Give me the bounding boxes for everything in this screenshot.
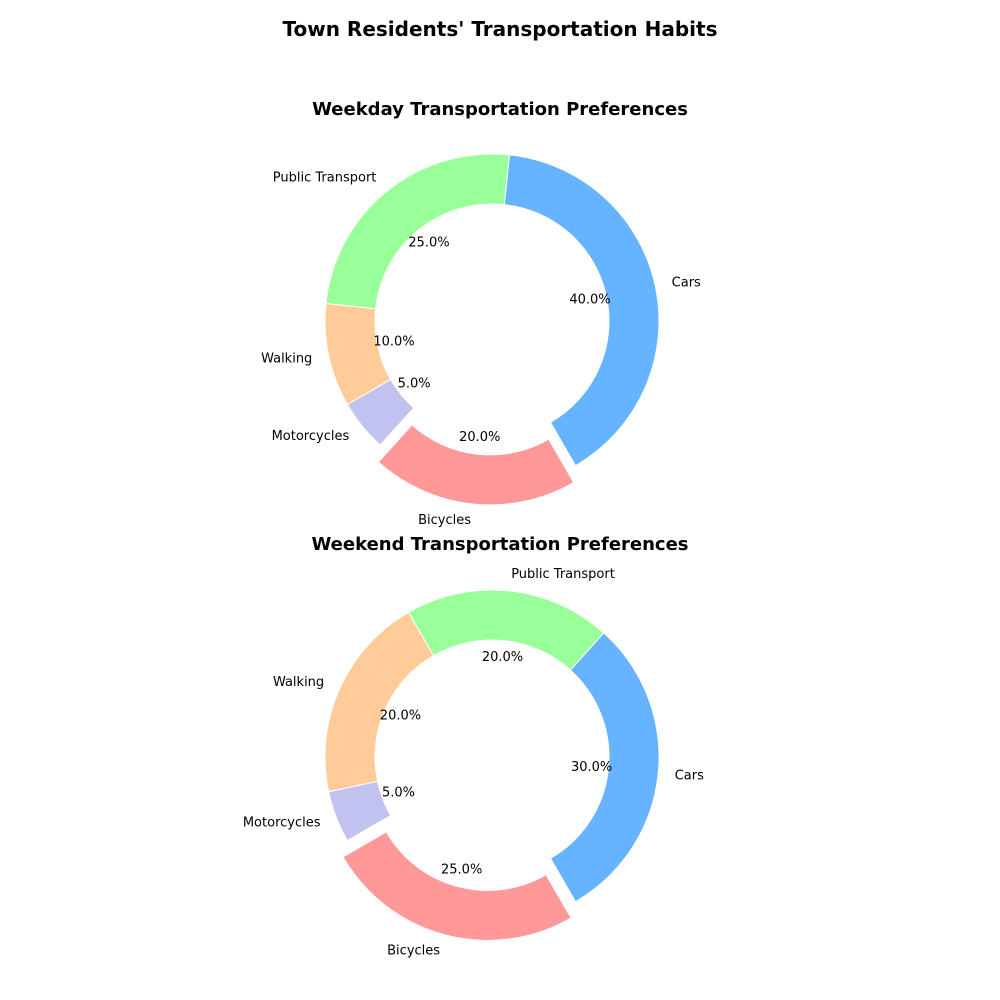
weekday-chart: Weekday Transportation Preferences Cars 4…: [261, 99, 701, 528]
weekend-slice-cars: [549, 632, 660, 903]
weekend-slice-walking: [324, 611, 435, 793]
weekend-pct-bicycles: 25.0%: [441, 863, 482, 878]
weekday-label-bicycles: Bicycles: [418, 513, 471, 528]
weekday-slice-motorcycles: [346, 378, 415, 446]
weekday-label-cars: Cars: [672, 275, 701, 290]
weekend-label-public-transport: Public Transport: [511, 567, 615, 582]
weekend-slice-bicycles: [342, 831, 572, 941]
weekday-donut: Cars 40.0% Public Transport 25.0% Walking 10.…: [261, 153, 701, 528]
weekend-pct-public-transport: 20.0%: [482, 650, 523, 665]
weekday-pct-public-transport: 25.0%: [408, 236, 449, 251]
weekend-label-bicycles: Bicycles: [387, 943, 440, 958]
weekday-slice-cars: [503, 154, 660, 467]
weekday-label-public-transport: Public Transport: [273, 171, 377, 186]
weekday-slice-bicycles: [377, 424, 575, 506]
weekday-label-motorcycles: Motorcycles: [272, 429, 350, 444]
weekend-pct-motorcycles: 5.0%: [382, 785, 415, 800]
figure-title: Town Residents' Transportation Habits: [283, 17, 718, 41]
weekday-chart-title: Weekday Transportation Preferences: [312, 99, 688, 120]
weekday-pct-bicycles: 20.0%: [459, 430, 500, 445]
weekend-pct-walking: 20.0%: [380, 709, 421, 724]
weekday-pct-motorcycles: 5.0%: [398, 377, 431, 392]
weekend-donut: Cars 30.0% Public Transport 20.0% Walking 20.…: [243, 567, 704, 959]
weekday-pct-walking: 10.0%: [373, 334, 414, 349]
weekday-label-walking: Walking: [261, 352, 312, 367]
weekend-pct-cars: 30.0%: [571, 760, 612, 775]
weekend-label-motorcycles: Motorcycles: [243, 815, 321, 830]
weekend-slice-motorcycles: [328, 780, 392, 842]
weekend-label-walking: Walking: [273, 675, 324, 690]
weekend-label-cars: Cars: [675, 769, 704, 784]
weekend-chart: Weekend Transportation Preferences Cars 3…: [243, 534, 704, 958]
weekday-pct-cars: 40.0%: [569, 293, 610, 308]
weekend-chart-title: Weekend Transportation Preferences: [311, 534, 688, 555]
